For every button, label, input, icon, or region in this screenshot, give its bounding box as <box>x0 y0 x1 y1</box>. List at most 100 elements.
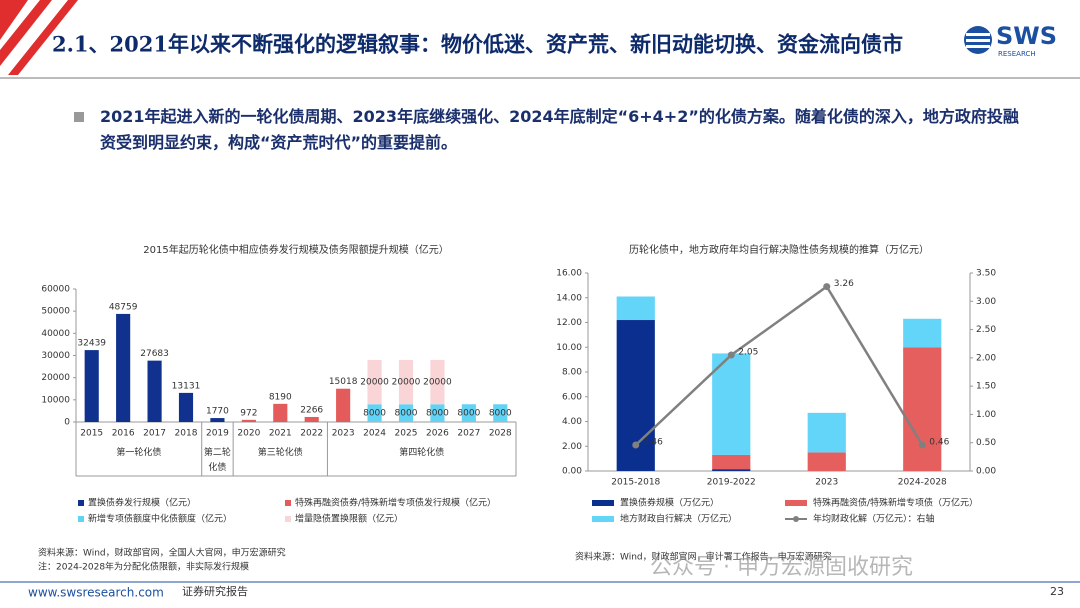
bar <box>461 404 476 422</box>
y-tick-label: 0.00 <box>562 467 582 477</box>
footer-label: 证券研究报告 <box>182 584 248 598</box>
data-label: 20000 <box>392 378 421 388</box>
y-tick-label: 14.00 <box>556 293 582 303</box>
bar <box>84 350 99 422</box>
data-label: 2.05 <box>738 348 758 358</box>
data-label: 8000 <box>426 409 449 419</box>
chart-title: 2015年起历轮化债中相应债券发行规模及债务限额提升规模（亿元） <box>143 243 448 256</box>
y-tick-label: 60000 <box>41 285 70 295</box>
bar <box>807 412 846 453</box>
x-tick-label: 2021 <box>269 429 292 439</box>
bar <box>398 359 414 405</box>
legend-label: 增量隐债置换限额（亿元） <box>295 513 403 525</box>
data-label: 15018 <box>329 377 358 387</box>
x-tick-label: 2017 <box>143 429 166 439</box>
x-tick-label: 2019-2022 <box>707 478 756 488</box>
y2-tick-label: 0.50 <box>976 438 996 448</box>
legend-swatch <box>285 500 291 506</box>
data-label: 972 <box>240 408 257 418</box>
legend-swatch <box>78 500 84 506</box>
header-stripe <box>0 0 52 66</box>
data-label: 27683 <box>140 349 169 359</box>
line-point <box>918 441 926 449</box>
bar <box>430 359 445 405</box>
logo-icon <box>966 45 990 48</box>
y-tick-label: 2.00 <box>562 442 582 452</box>
page-number: 23 <box>1050 585 1064 598</box>
legend-swatch <box>785 500 807 506</box>
bar <box>712 454 751 470</box>
y2-tick-label: 1.50 <box>976 382 996 392</box>
y2-tick-label: 2.50 <box>976 325 996 335</box>
legend-label: 特殊再融资债券/特殊新增专项债发行规模（亿元） <box>295 497 496 509</box>
bar <box>903 347 942 471</box>
legend-swatch <box>793 516 799 522</box>
bar <box>336 388 351 422</box>
chart-title: 历轮化债中，地方政府年均自行解决隐性债务规模的推算（万亿元） <box>629 243 929 256</box>
header-title: 2.1、2021年以来不断强化的逻辑叙事：物价低迷、资产荒、新旧动能切换、资金流… <box>52 32 903 57</box>
x-tick-label: 2023 <box>332 429 355 439</box>
bar <box>273 403 288 422</box>
bar <box>430 404 445 422</box>
watermark: 公众号 · 申万宏源固收研究 <box>650 555 913 580</box>
y-tick-label: 10.00 <box>556 343 582 353</box>
y-tick-label: 30000 <box>41 351 70 361</box>
x-tick-label: 2020 <box>237 429 260 439</box>
x-tick-label: 2028 <box>489 429 512 439</box>
bar <box>178 392 194 422</box>
y2-tick-label: 0.00 <box>976 467 996 477</box>
data-label: 20000 <box>423 378 452 388</box>
line-point <box>823 283 831 291</box>
data-label: 8000 <box>395 409 418 419</box>
data-label: 13131 <box>172 381 201 391</box>
data-label: 8190 <box>269 392 292 402</box>
y-tick-label: 10000 <box>41 395 70 405</box>
logo-icon <box>966 33 990 36</box>
line-point <box>632 441 640 449</box>
y-tick-label: 20000 <box>41 373 70 383</box>
logo-subtext: RESEARCH <box>998 50 1036 58</box>
y-tick-label: 12.00 <box>556 318 582 328</box>
data-label: 20000 <box>360 378 389 388</box>
logo-icon <box>966 39 990 42</box>
y-tick-label: 50000 <box>41 307 70 317</box>
legend-label: 特殊再融资债/特殊新增专项债（万亿元） <box>813 497 978 509</box>
group-label: 第一轮化债 <box>116 448 162 458</box>
x-tick-label: 2019 <box>206 429 229 439</box>
group-label: 第三轮化债 <box>257 448 303 458</box>
x-tick-label: 2026 <box>426 429 449 439</box>
bullet-marker <box>74 112 84 122</box>
y-tick-label: 6.00 <box>562 392 582 402</box>
bar <box>712 353 751 455</box>
header-stripe <box>8 0 78 75</box>
x-tick-label: 2027 <box>457 429 480 439</box>
bar <box>807 452 846 471</box>
y2-tick-label: 3.00 <box>976 297 996 307</box>
header-stripe <box>0 0 28 40</box>
data-label: 0.46 <box>643 437 663 447</box>
line-series <box>634 284 924 446</box>
y2-tick-label: 1.00 <box>976 410 996 420</box>
legend-swatch <box>592 516 614 522</box>
y2-tick-label: 3.50 <box>976 269 996 279</box>
x-tick-label: 2015-2018 <box>611 478 660 488</box>
bar <box>210 418 225 422</box>
source-text: 资料来源：Wind，财政部官网，全国人大官网，申万宏源研究 <box>38 547 286 559</box>
y-tick-label: 16.00 <box>556 269 582 279</box>
data-label: 32439 <box>77 339 106 349</box>
data-label: 8000 <box>457 409 480 419</box>
bar <box>398 404 414 422</box>
legend-label: 地方财政自行解决（万亿元） <box>620 513 737 525</box>
group-label: 第四轮化债 <box>399 448 445 458</box>
bar <box>304 416 319 422</box>
y-tick-label: 4.00 <box>562 417 582 427</box>
x-tick-label: 2024-2028 <box>898 478 947 488</box>
bar <box>493 404 508 422</box>
x-tick-label: 2016 <box>112 429 135 439</box>
bar <box>367 404 382 422</box>
y-tick-label: 8.00 <box>562 368 582 378</box>
footer-url: www.swsresearch.com <box>28 586 164 600</box>
data-label: 1770 <box>206 407 229 417</box>
